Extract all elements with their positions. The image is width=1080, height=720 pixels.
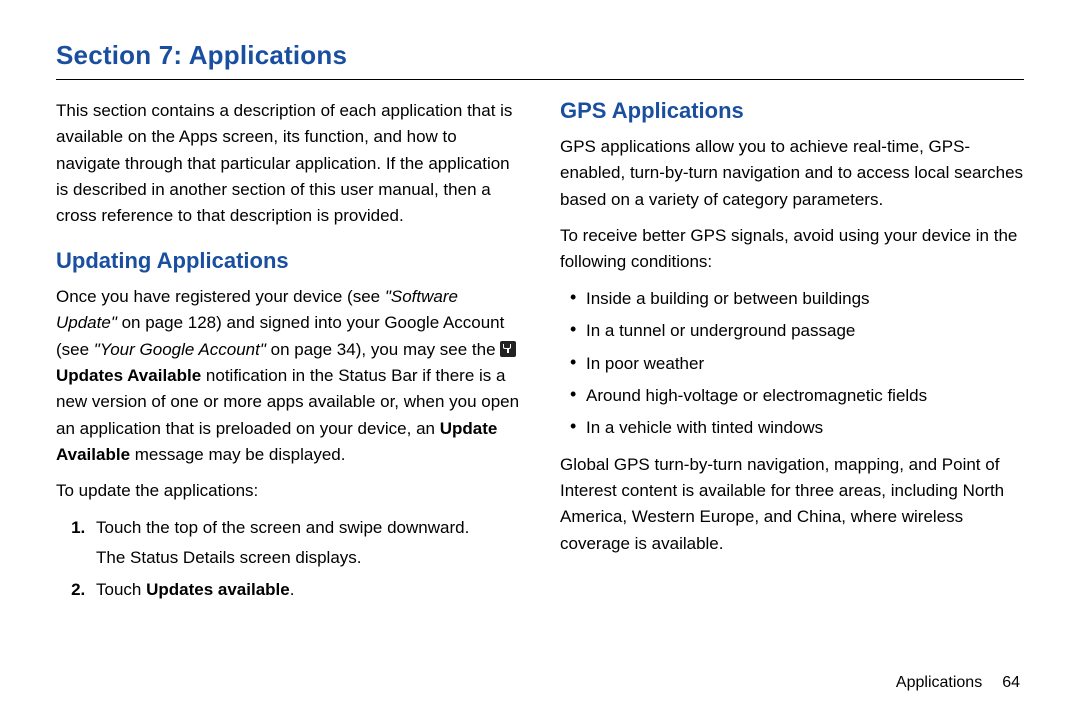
- gps-coverage-paragraph: Global GPS turn-by-turn navigation, mapp…: [560, 452, 1024, 557]
- updates-available-action: Updates available: [146, 580, 290, 599]
- gps-apps-heading: GPS Applications: [560, 94, 1024, 128]
- update-steps-list: Touch the top of the screen and swipe do…: [56, 515, 520, 604]
- left-column: This section contains a description of e…: [56, 94, 520, 612]
- list-item: Inside a building or between buildings: [570, 286, 1024, 312]
- two-column-layout: This section contains a description of e…: [56, 94, 1024, 612]
- footer-section-label: Applications: [896, 674, 982, 691]
- section-title: Section 7: Applications: [56, 40, 1024, 71]
- step-item: Touch the top of the screen and swipe do…: [90, 515, 520, 572]
- title-rule: [56, 79, 1024, 80]
- text-run: message may be displayed.: [130, 445, 345, 464]
- updating-apps-paragraph: Once you have registered your device (se…: [56, 284, 520, 468]
- gps-conditions-list: Inside a building or between buildings I…: [560, 286, 1024, 442]
- manual-page: Section 7: Applications This section con…: [0, 0, 1080, 720]
- page-footer: Applications 64: [896, 674, 1020, 692]
- gps-intro-paragraph: GPS applications allow you to achieve re…: [560, 134, 1024, 213]
- list-item: Around high-voltage or electromagnetic f…: [570, 383, 1024, 409]
- text-run: Once you have registered your device (se…: [56, 287, 385, 306]
- right-column: GPS Applications GPS applications allow …: [560, 94, 1024, 612]
- gps-conditions-intro: To receive better GPS signals, avoid usi…: [560, 223, 1024, 276]
- footer-page-number: 64: [1002, 674, 1020, 691]
- step-text: Touch: [96, 580, 146, 599]
- step-item: Touch Updates available.: [90, 577, 520, 603]
- list-item: In poor weather: [570, 351, 1024, 377]
- updates-available-label: Updates Available: [56, 366, 201, 385]
- intro-paragraph: This section contains a description of e…: [56, 98, 520, 230]
- list-item: In a tunnel or underground passage: [570, 318, 1024, 344]
- step-subtext: The Status Details screen displays.: [96, 545, 520, 571]
- step-text: Touch the top of the screen and swipe do…: [96, 518, 469, 537]
- text-run: on page 34), you may see the: [266, 340, 500, 359]
- list-item: In a vehicle with tinted windows: [570, 415, 1024, 441]
- step-text: .: [290, 580, 295, 599]
- download-icon: [500, 341, 516, 357]
- to-update-label: To update the applications:: [56, 478, 520, 504]
- updating-apps-heading: Updating Applications: [56, 244, 520, 278]
- cross-ref-google-account: "Your Google Account": [94, 340, 266, 359]
